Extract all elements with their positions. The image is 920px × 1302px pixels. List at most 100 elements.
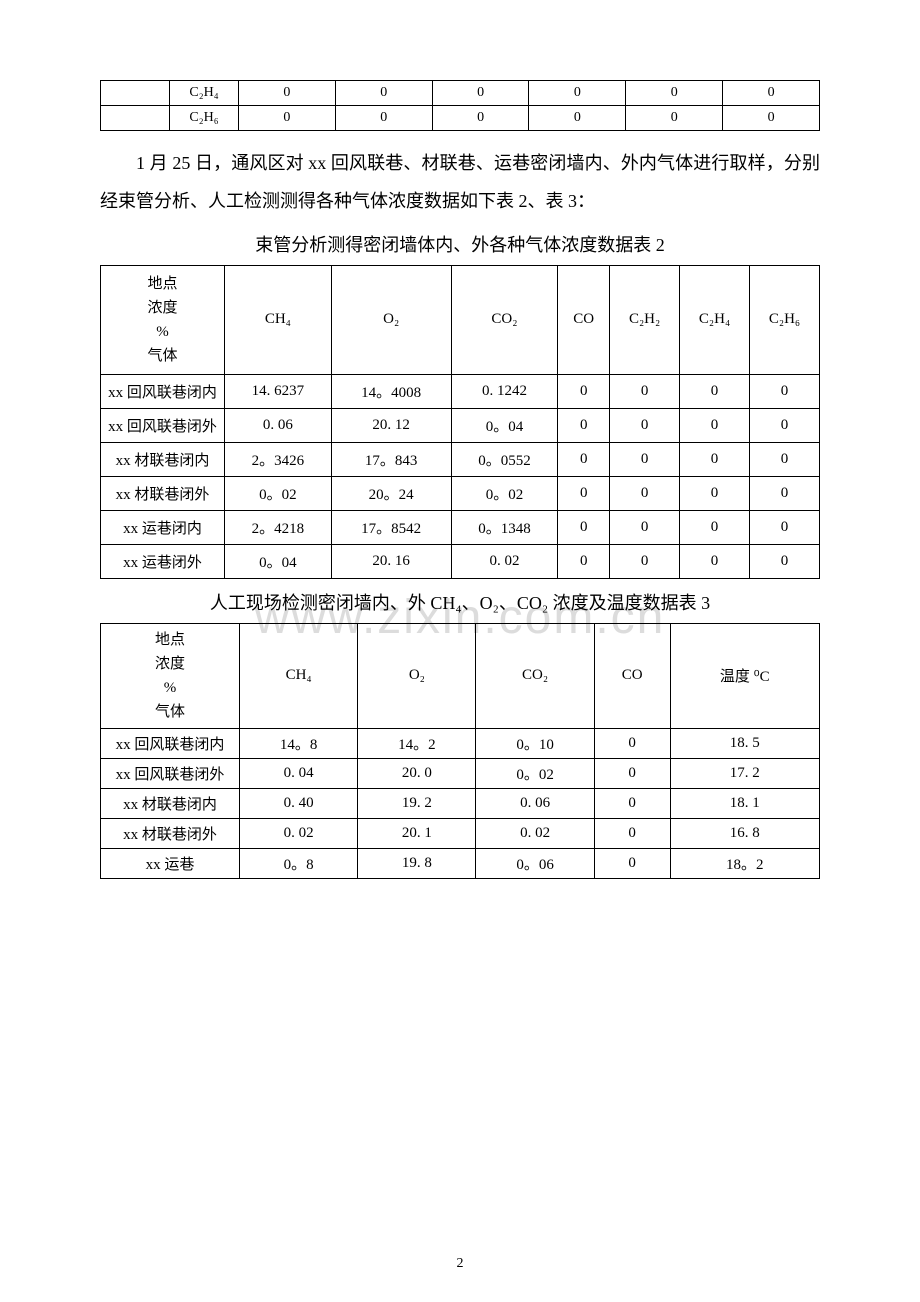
table-header-row: 地点 浓度 % 气体 CH₄ O₂ CO₂ CO C₂H₂ C₂H₄ C₂H₆: [101, 265, 820, 374]
cell: 0: [558, 408, 610, 442]
cell: 0: [239, 106, 336, 131]
cell: 0. 02: [240, 818, 358, 848]
col-header: 温度 ⁰C: [670, 623, 819, 728]
cell: 0。06: [476, 848, 594, 878]
cell: 0: [680, 408, 750, 442]
cell: 14。4008: [331, 374, 451, 408]
cell: 0: [529, 106, 626, 131]
row-label: xx 回风联巷闭外: [101, 408, 225, 442]
cell: 0: [558, 442, 610, 476]
cell: 19. 8: [358, 848, 476, 878]
cell: 0: [610, 476, 680, 510]
table-row: xx 运巷闭内2。421817。85420。13480000: [101, 510, 820, 544]
blank-cell: [101, 106, 170, 131]
table3: 地点 浓度 % 气体 CH₄ O₂ CO₂ CO 温度 ⁰C xx 回风联巷闭内…: [100, 623, 820, 879]
cell: 14。8: [240, 728, 358, 758]
cell: 0: [626, 81, 723, 106]
cell: 0. 02: [451, 544, 558, 578]
body-paragraph: 1 月 25 日，通风区对 xx 回风联巷、材联巷、运巷密闭墙内、外内气体进行取…: [100, 145, 820, 221]
cell: 0: [335, 81, 432, 106]
cell: 0: [594, 788, 670, 818]
cell: 0: [626, 106, 723, 131]
table2-caption: 束管分析测得密闭墙体内、外各种气体浓度数据表 2: [100, 231, 820, 257]
cell: 0: [750, 510, 820, 544]
corner-header: 地点 浓度 % 气体: [101, 265, 225, 374]
row-label: xx 回风联巷闭内: [101, 728, 240, 758]
cell: 0: [610, 442, 680, 476]
cell: 0: [723, 106, 820, 131]
cell: 0: [432, 106, 529, 131]
cell: 0: [558, 510, 610, 544]
row-label: xx 运巷闭外: [101, 544, 225, 578]
table-row: xx 回风联巷闭内14。814。20。10018. 5: [101, 728, 820, 758]
col-header: O₂: [358, 623, 476, 728]
cell: 0: [680, 510, 750, 544]
cell: 0: [723, 81, 820, 106]
cell: 0. 02: [476, 818, 594, 848]
table-row: xx 运巷闭外0。0420. 160. 020000: [101, 544, 820, 578]
cell: 0. 04: [240, 758, 358, 788]
row-label: xx 材联巷闭外: [101, 476, 225, 510]
table-row: xx 材联巷闭内2。342617。8430。05520000: [101, 442, 820, 476]
row-label: xx 材联巷闭外: [101, 818, 240, 848]
table-row: xx 回风联巷闭内14. 623714。40080. 12420000: [101, 374, 820, 408]
row-label: C₂H₄: [170, 81, 239, 106]
row-label: xx 材联巷闭内: [101, 788, 240, 818]
cell: 19. 2: [358, 788, 476, 818]
table-row: xx 材联巷闭内0. 4019. 20. 06018. 1: [101, 788, 820, 818]
cell: 0: [529, 81, 626, 106]
cell: 14。2: [358, 728, 476, 758]
cell: 2。4218: [225, 510, 332, 544]
cell: 0: [680, 374, 750, 408]
cell: 20. 1: [358, 818, 476, 848]
cell: 17。8542: [331, 510, 451, 544]
col-header: CO₂: [476, 623, 594, 728]
cell: 0: [432, 81, 529, 106]
cell: 0: [558, 544, 610, 578]
col-header: CO₂: [451, 265, 558, 374]
table-row: xx 材联巷闭外0。0220。240。020000: [101, 476, 820, 510]
cell: 20。24: [331, 476, 451, 510]
col-header: CO: [558, 265, 610, 374]
page-number: 2: [0, 1256, 920, 1272]
cell: 0。02: [225, 476, 332, 510]
col-header: C₂H₆: [750, 265, 820, 374]
col-header: CO: [594, 623, 670, 728]
cell: 0: [558, 476, 610, 510]
col-header: CH₄: [225, 265, 332, 374]
cell: 20. 16: [331, 544, 451, 578]
col-header: C₂H₂: [610, 265, 680, 374]
table-row: C₂H₄ 0 0 0 0 0 0: [101, 81, 820, 106]
table3-caption: 人工现场检测密闭墙内、外 CH₄、O₂、CO₂ 浓度及温度数据表 3: [100, 589, 820, 615]
cell: 0: [750, 544, 820, 578]
cell: 0: [594, 758, 670, 788]
paragraph-text: 1 月 25 日，通风区对 xx 回风联巷、材联巷、运巷密闭墙内、外内气体进行取…: [100, 153, 820, 211]
table-header-row: 地点 浓度 % 气体 CH₄ O₂ CO₂ CO 温度 ⁰C: [101, 623, 820, 728]
cell: 0。0552: [451, 442, 558, 476]
cell: 0: [750, 476, 820, 510]
cell: 0。02: [451, 476, 558, 510]
cell: 0: [558, 374, 610, 408]
col-header: O₂: [331, 265, 451, 374]
cell: 16. 8: [670, 818, 819, 848]
cell: 0: [750, 374, 820, 408]
cell: 18. 5: [670, 728, 819, 758]
top-gas-table: C₂H₄ 0 0 0 0 0 0 C₂H₆ 0 0 0 0 0 0: [100, 80, 820, 131]
row-label: C₂H₆: [170, 106, 239, 131]
cell: 0. 40: [240, 788, 358, 818]
cell: 0。02: [476, 758, 594, 788]
row-label: xx 运巷: [101, 848, 240, 878]
cell: 0: [750, 442, 820, 476]
cell: 0: [594, 728, 670, 758]
table-row: C₂H₆ 0 0 0 0 0 0: [101, 106, 820, 131]
cell: 17. 2: [670, 758, 819, 788]
cell: 0: [335, 106, 432, 131]
cell: 0: [750, 408, 820, 442]
cell: 0: [680, 442, 750, 476]
table-row: xx 运巷0。819. 80。06018。2: [101, 848, 820, 878]
cell: 0: [610, 544, 680, 578]
cell: 0。04: [225, 544, 332, 578]
table-row: xx 回风联巷闭外0. 0620. 120。040000: [101, 408, 820, 442]
row-label: xx 回风联巷闭内: [101, 374, 225, 408]
cell: 18。2: [670, 848, 819, 878]
